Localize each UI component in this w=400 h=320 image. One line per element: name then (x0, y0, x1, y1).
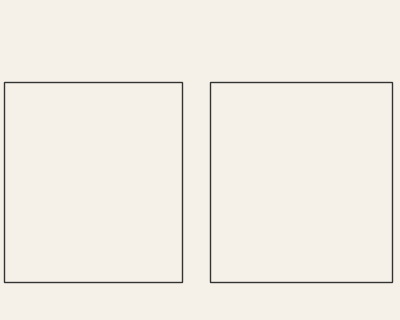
Ellipse shape (226, 236, 237, 256)
Ellipse shape (12, 43, 199, 273)
Text: *A.D.A.M.: *A.D.A.M. (330, 302, 390, 312)
Ellipse shape (27, 238, 34, 254)
Ellipse shape (22, 30, 68, 90)
Text: Brain with lesions: Brain with lesions (249, 292, 353, 305)
Ellipse shape (78, 128, 101, 188)
Ellipse shape (338, 110, 348, 116)
Ellipse shape (48, 100, 155, 236)
FancyBboxPatch shape (210, 82, 392, 282)
Text: Normal brain: Normal brain (54, 292, 132, 305)
Ellipse shape (316, 149, 330, 159)
Ellipse shape (256, 100, 365, 236)
Ellipse shape (308, 139, 314, 143)
Ellipse shape (304, 137, 316, 147)
Ellipse shape (296, 119, 301, 123)
Ellipse shape (336, 185, 342, 189)
Ellipse shape (24, 58, 187, 258)
Ellipse shape (314, 179, 319, 183)
Ellipse shape (247, 188, 275, 241)
Ellipse shape (230, 58, 398, 258)
Ellipse shape (237, 74, 383, 250)
Ellipse shape (321, 150, 328, 156)
Ellipse shape (311, 178, 320, 186)
Ellipse shape (326, 102, 334, 108)
Ellipse shape (326, 132, 342, 144)
Ellipse shape (350, 147, 356, 151)
Text: In progressive multifocal leukoencephalopathy,
lesions appear, gradually demyeli: In progressive multifocal leukoencephalo… (110, 30, 346, 81)
Ellipse shape (31, 74, 173, 250)
Ellipse shape (303, 159, 308, 163)
Ellipse shape (39, 51, 51, 69)
Ellipse shape (40, 188, 68, 241)
Bar (35, 50, 55, 74)
Ellipse shape (354, 165, 360, 169)
Ellipse shape (35, 240, 115, 284)
Ellipse shape (305, 115, 326, 129)
Ellipse shape (292, 118, 303, 126)
Ellipse shape (218, 43, 400, 273)
Ellipse shape (350, 164, 361, 172)
Ellipse shape (300, 158, 309, 166)
Ellipse shape (331, 134, 340, 140)
Ellipse shape (20, 236, 31, 256)
Ellipse shape (242, 240, 324, 284)
Ellipse shape (26, 35, 64, 85)
Ellipse shape (320, 101, 336, 111)
Ellipse shape (331, 183, 344, 193)
Ellipse shape (286, 128, 309, 188)
Ellipse shape (234, 238, 241, 254)
Ellipse shape (332, 108, 350, 120)
Ellipse shape (312, 117, 323, 124)
FancyBboxPatch shape (4, 82, 182, 282)
Ellipse shape (346, 145, 358, 155)
